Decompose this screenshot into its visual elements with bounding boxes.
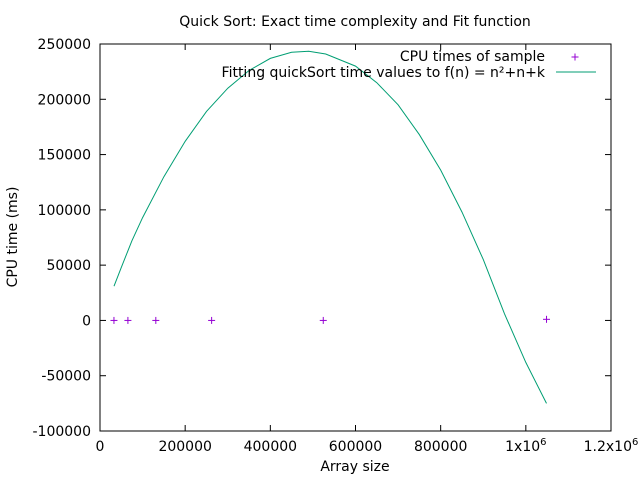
y-tick-label: 250000 — [38, 37, 91, 53]
sample-point — [124, 316, 132, 324]
series-layer — [110, 50, 551, 404]
sample-point — [152, 316, 160, 324]
legend-marker-plus — [571, 53, 579, 61]
sample-point — [208, 316, 216, 324]
x-tick-label-exponent: 6 — [632, 437, 638, 448]
sample-point — [319, 316, 327, 324]
x-tick-label-exponent: 6 — [540, 437, 546, 448]
y-axis-ticks: 250000 200000 150000 100000 50000 0 -50000 -100… — [33, 37, 611, 440]
y-tick-label: 50000 — [46, 258, 91, 274]
x-tick-label: 1x106 — [505, 437, 546, 455]
x-tick-label-base: 0 — [96, 439, 105, 455]
x-tick-label: 0 — [96, 439, 105, 455]
legend: CPU times of sample Fitting quickSort ti… — [222, 49, 596, 81]
x-tick-label: 600000 — [329, 439, 382, 455]
legend-plus-marker — [571, 53, 579, 61]
x-tick-label-base: 400000 — [244, 439, 297, 455]
x-tick-label: 200000 — [158, 439, 211, 455]
x-tick-label-base: 800000 — [414, 439, 467, 455]
plot-frame — [99, 43, 612, 432]
x-tick-label-base: 200000 — [158, 439, 211, 455]
y-tick-label: 0 — [82, 313, 91, 329]
y-axis-label: CPU time (ms) — [5, 187, 21, 288]
sample-point — [110, 316, 118, 324]
y-tick-label: -100000 — [33, 424, 92, 440]
y-tick-label: 100000 — [38, 203, 91, 219]
chart-title: Quick Sort: Exact time complexity and Fi… — [179, 14, 531, 30]
x-tick-label-base: 1x10 — [505, 439, 540, 455]
y-tick-label: 150000 — [38, 148, 91, 164]
legend-label-cpu-times: CPU times of sample — [400, 49, 545, 65]
fit-curve-line — [113, 50, 547, 404]
x-tick-label-base: 1.2x10 — [584, 439, 632, 455]
x-tick-label-base: 600000 — [329, 439, 382, 455]
x-tick-label: 400000 — [244, 439, 297, 455]
y-tick-label: -50000 — [41, 369, 91, 385]
x-tick-label: 800000 — [414, 439, 467, 455]
legend-label-fit-function: Fitting quickSort time values to f(n) = … — [222, 65, 546, 81]
x-tick-label: 1.2x106 — [584, 437, 639, 455]
y-tick-label: 200000 — [38, 92, 91, 108]
x-axis-label: Array size — [320, 459, 389, 475]
sample-point — [543, 315, 551, 323]
x-axis-ticks: 0 200000 400000 600000 800000 1x106 1.2x106 — [96, 44, 639, 455]
